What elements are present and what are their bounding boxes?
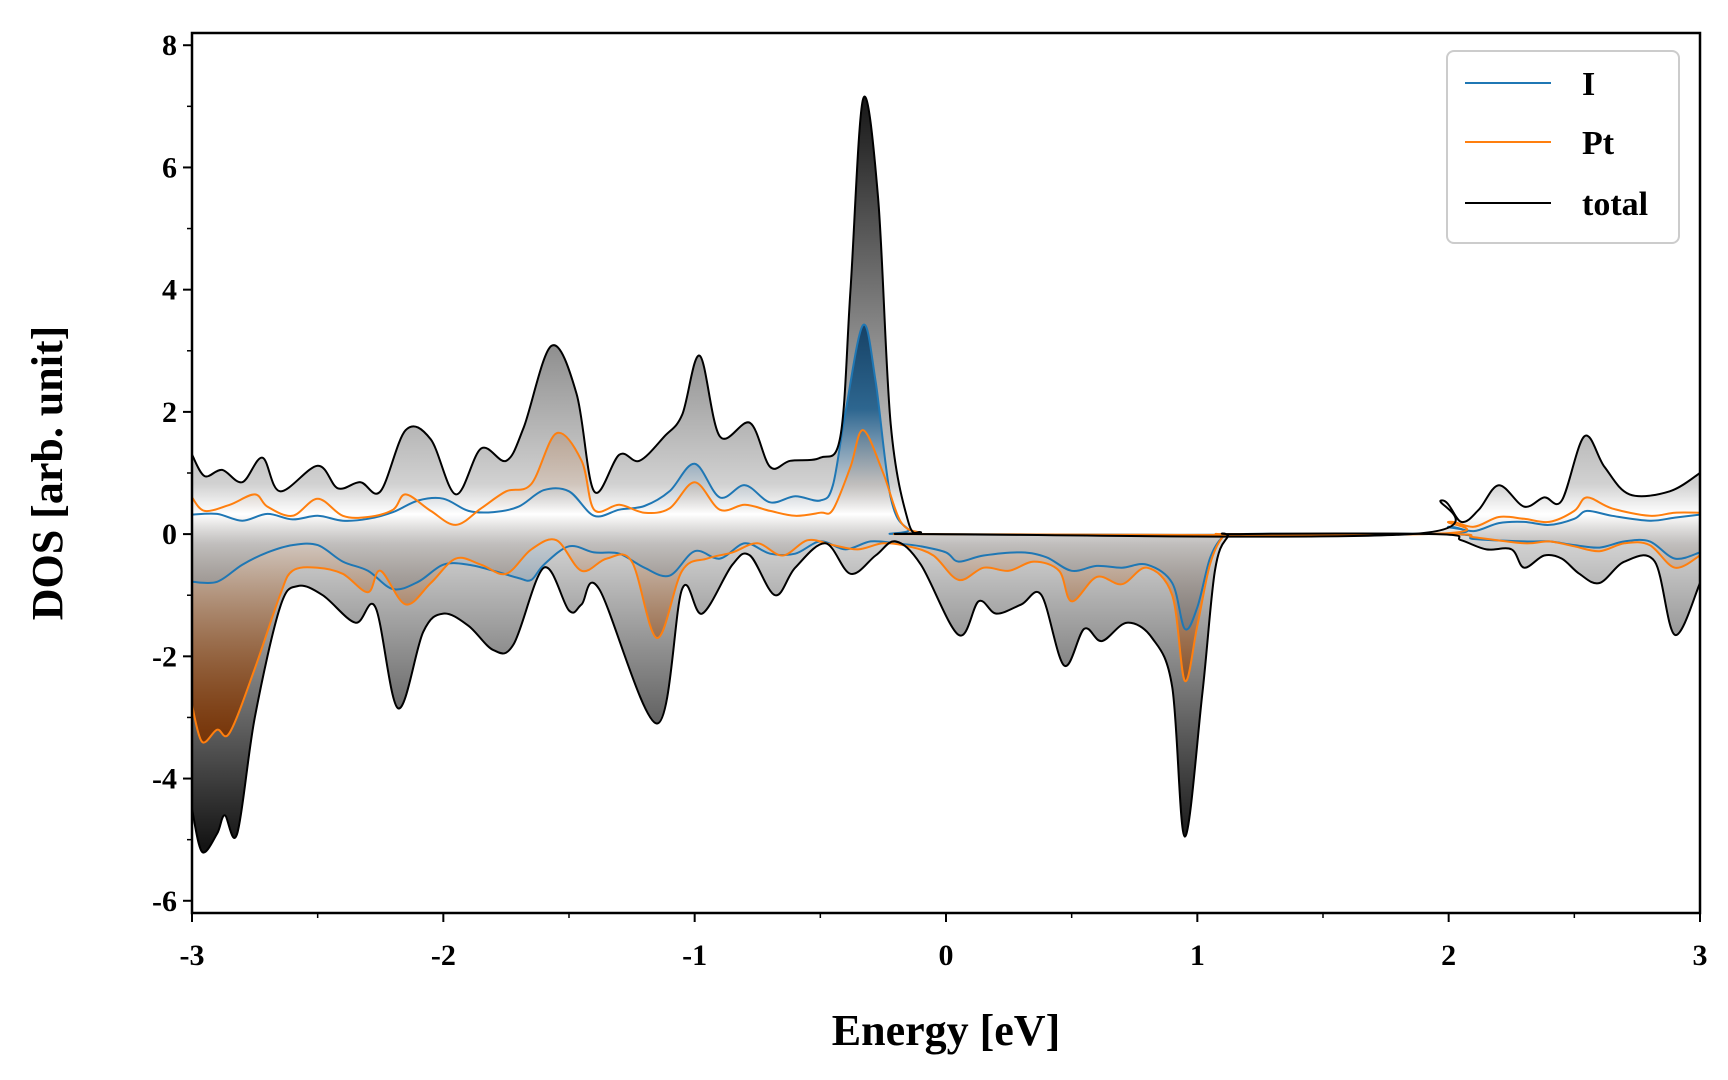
y-axis: -6 -4 -2 0 2 4 6 8 <box>152 29 192 918</box>
legend-label-i: I <box>1582 66 1595 103</box>
x-axis: -3 -2 -1 0 1 2 3 <box>180 913 1708 972</box>
x-tick-label: 3 <box>1693 939 1708 972</box>
y-tick-label: 2 <box>162 396 177 429</box>
legend: I Pt total <box>1446 50 1680 244</box>
line-pt-up <box>192 429 1700 537</box>
x-axis-title: Energy [eV] <box>832 1006 1061 1055</box>
x-tick-label: -3 <box>180 939 205 972</box>
legend-box <box>1446 50 1680 244</box>
legend-label-total: total <box>1582 186 1648 223</box>
x-tick-label: 2 <box>1441 939 1456 972</box>
y-tick-label: -2 <box>152 640 177 673</box>
y-tick-label: -6 <box>152 885 177 918</box>
x-tick-label: 1 <box>1190 939 1205 972</box>
line-layer <box>192 95 1700 854</box>
y-tick-label: 8 <box>162 29 177 62</box>
x-tick-label: -2 <box>431 939 456 972</box>
line-i-up <box>192 323 1700 536</box>
y-tick-label: -4 <box>152 763 177 796</box>
line-total-down <box>192 532 1700 854</box>
y-tick-label: 0 <box>162 518 177 551</box>
fill-layer <box>192 96 1700 853</box>
line-total-up <box>192 95 1700 538</box>
y-axis-title: DOS [arb. unit] <box>23 326 72 621</box>
fill-total-up <box>192 96 1700 537</box>
y-tick-label: 4 <box>162 274 177 307</box>
x-tick-label: 0 <box>939 939 954 972</box>
x-tick-label: -1 <box>682 939 707 972</box>
y-tick-label: 6 <box>162 151 177 184</box>
legend-label-pt: Pt <box>1582 125 1615 162</box>
fill-i-down <box>192 533 1700 630</box>
